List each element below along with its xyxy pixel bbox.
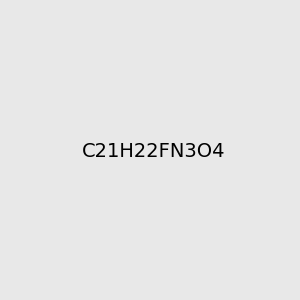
Text: C21H22FN3O4: C21H22FN3O4 bbox=[82, 142, 226, 161]
